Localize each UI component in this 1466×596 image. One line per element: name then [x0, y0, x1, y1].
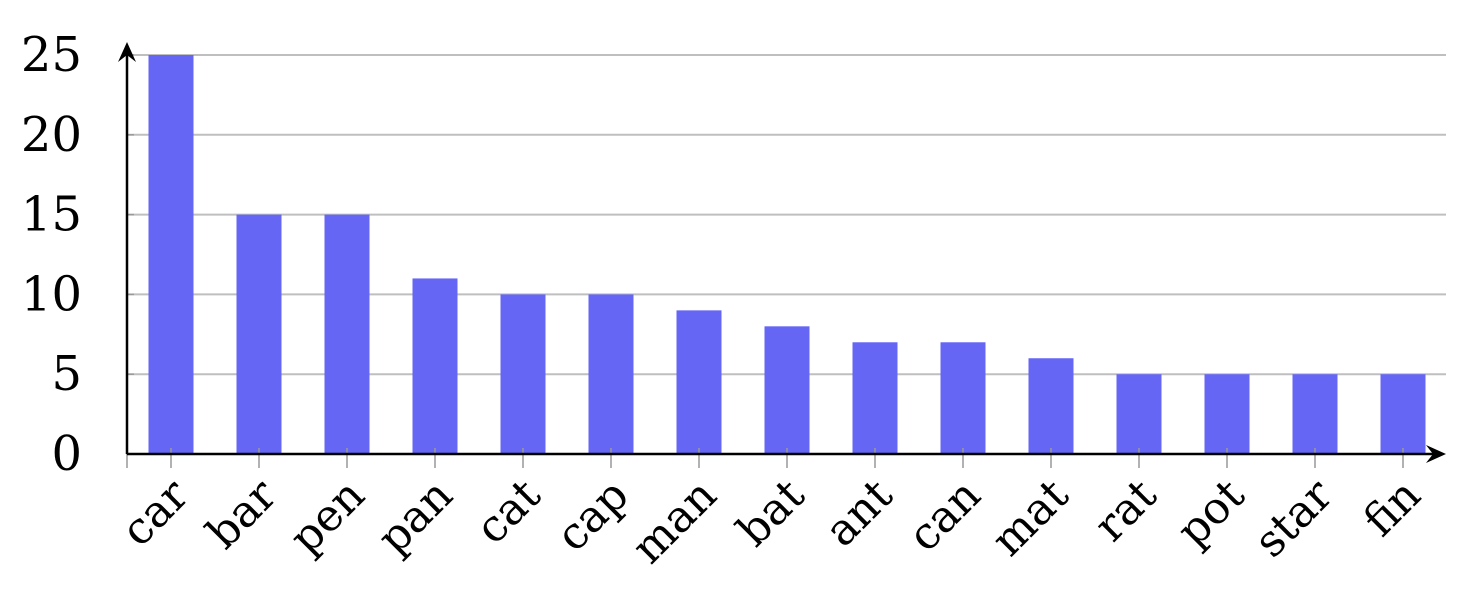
y-tick-label: 20: [21, 107, 82, 163]
bar-rat: [1116, 374, 1162, 454]
x-tick-label: star: [1245, 469, 1344, 568]
x-tick-label: rat: [1085, 469, 1167, 551]
bar-pot: [1204, 374, 1250, 454]
y-tick-label: 15: [21, 187, 82, 243]
x-tick-label: ant: [815, 469, 902, 556]
y-tick-label: 5: [51, 346, 82, 402]
bar-man: [676, 310, 722, 454]
bars: [148, 55, 1426, 454]
x-tick-label: pot: [1167, 469, 1254, 556]
bar-car: [148, 55, 194, 454]
x-tick-label: mat: [982, 469, 1079, 566]
bar-fin: [1380, 374, 1426, 454]
x-tick-label: fin: [1354, 469, 1431, 546]
bar-cat: [500, 294, 546, 454]
bar-bat: [764, 326, 810, 454]
bar-cap: [588, 294, 634, 454]
y-tick-label: 25: [21, 27, 82, 83]
x-tick-label: cat: [466, 469, 551, 554]
x-tick-label: pen: [280, 469, 374, 563]
bar-can: [940, 342, 986, 454]
y-tick-label: 10: [21, 266, 82, 322]
x-axis-arrow-icon: [1426, 445, 1446, 463]
x-tick-label: bar: [197, 469, 287, 559]
x-tick-label: can: [898, 469, 990, 561]
y-tick-labels: 0 5 10 15 20 25: [21, 27, 82, 482]
bar-pen: [324, 214, 370, 454]
x-tick-label: bat: [728, 469, 815, 556]
bar-bar: [236, 214, 282, 454]
bar-star: [1292, 374, 1338, 454]
x-tick-label: pan: [368, 469, 463, 564]
y-axis-arrow-icon: [118, 42, 136, 62]
bar-ant: [852, 342, 898, 454]
y-tick-label: 0: [51, 426, 82, 482]
x-tick-label: man: [622, 469, 726, 573]
x-tick-label: car: [112, 469, 200, 557]
axes: [118, 42, 1446, 468]
bar-pan: [412, 278, 458, 454]
bar-mat: [1028, 358, 1074, 454]
x-tick-label: cap: [547, 469, 639, 561]
